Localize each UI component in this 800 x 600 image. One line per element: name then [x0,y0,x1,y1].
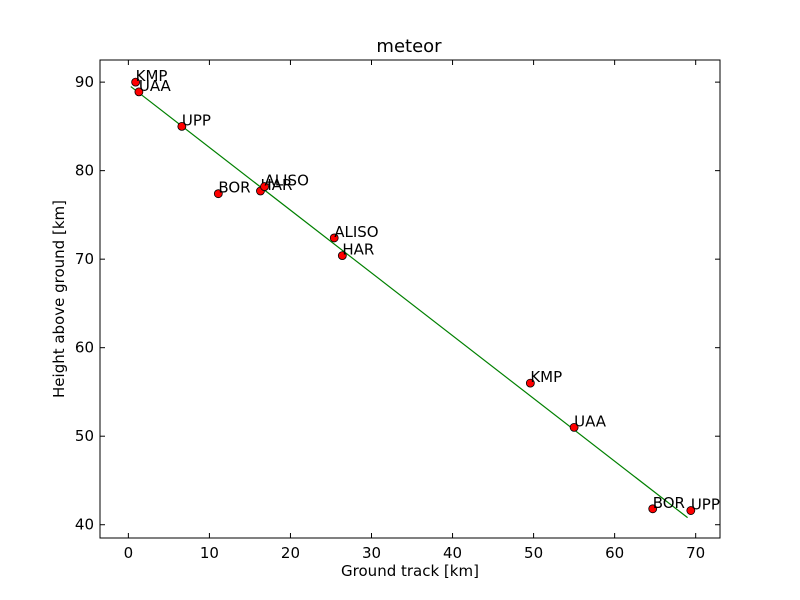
data-point [525,378,535,388]
y-tick-label: 50 [75,427,94,445]
data-point [213,189,223,199]
point-label: UPP [691,496,720,514]
point-label: HAR [260,176,292,194]
y-tick-label: 40 [75,516,94,534]
point-label: HAR [342,241,374,259]
x-tick-label: 10 [200,544,219,562]
point-label: UAA [574,412,607,430]
point-label: BOR [218,179,250,197]
point-label: UPP [182,111,211,129]
point-label: UAA [139,77,172,95]
point-label: ALISO [265,172,309,190]
point-label: ALISO [334,223,378,241]
y-axis-label: Height above ground [km] [50,200,68,398]
point-label: KMP [136,67,168,85]
data-point [329,233,339,243]
data-point [569,422,579,432]
x-tick-label: 0 [124,544,134,562]
data-point [134,87,144,97]
plot-area [99,59,721,539]
data-point [260,182,269,191]
x-tick-label: 20 [281,544,300,562]
y-tick-label: 60 [75,339,94,357]
y-tick-label: 80 [75,162,94,180]
x-axis-label: Ground track [km] [341,562,479,580]
data-point [131,77,141,87]
x-tick-label: 60 [605,544,624,562]
data-point [337,251,347,261]
data-point [177,121,187,131]
fit-line [130,86,688,519]
y-tick-label: 70 [75,250,94,268]
chart-title: meteor [376,36,442,57]
y-tick-label: 90 [75,73,94,91]
x-tick-label: 50 [524,544,543,562]
x-tick-label: 40 [443,544,462,562]
x-tick-label: 30 [362,544,381,562]
point-label: KMP [530,368,562,386]
x-tick-label: 70 [686,544,705,562]
data-point [648,504,658,514]
data-point [686,506,696,515]
point-label: BOR [653,494,685,512]
